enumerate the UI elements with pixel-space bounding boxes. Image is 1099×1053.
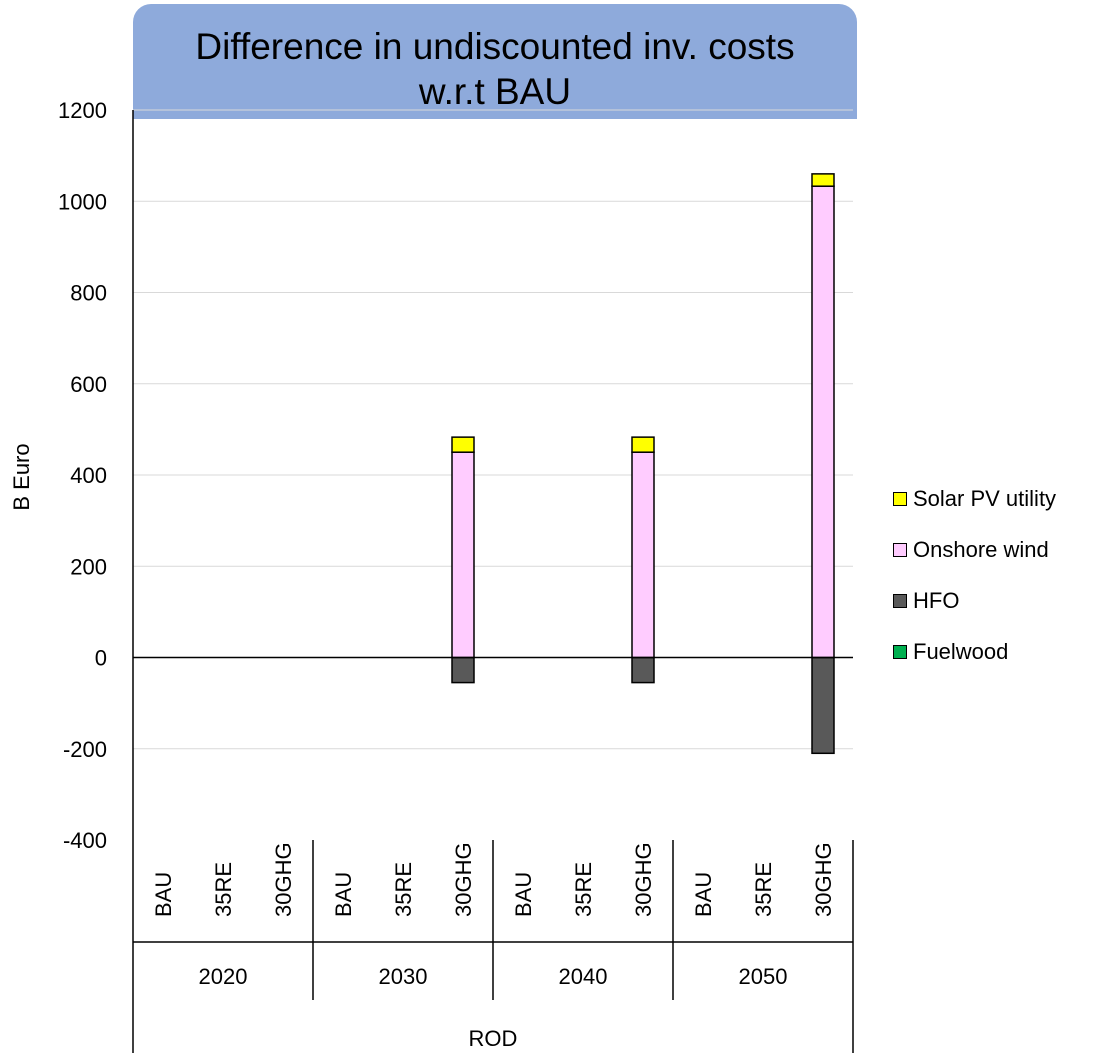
y-tick-label: 600 — [70, 372, 107, 397]
x-group-label: 2030 — [379, 964, 428, 989]
chart-title-line-1: Difference in undiscounted inv. costs — [195, 26, 795, 67]
x-tick-label: 35RE — [211, 862, 236, 917]
x-tick-label: 30GHG — [631, 842, 656, 917]
legend-swatch-hfo — [893, 594, 907, 608]
bar-solar-pv-utility — [451, 436, 475, 453]
x-group-label: 2020 — [199, 964, 248, 989]
chart-title-box — [133, 4, 857, 119]
bar-hfo — [811, 656, 835, 755]
chart-title-line-2: w.r.t BAU — [418, 71, 572, 112]
legend-label-solar-pv-utility: Solar PV utility — [913, 486, 1057, 511]
x-axis-title: ROD — [469, 1026, 518, 1051]
legend-swatch-onshore-wind — [893, 543, 907, 557]
y-tick-label: -400 — [63, 828, 107, 853]
y-tick-label: 0 — [95, 646, 107, 671]
legend-swatch-solar-pv-utility — [893, 492, 907, 506]
x-tick-label: BAU — [691, 872, 716, 917]
bar-solar-pv-utility — [811, 173, 835, 187]
legend-swatch-fuelwood — [893, 645, 907, 659]
legend-item-hfo: HFO — [893, 588, 1056, 614]
x-tick-label: 30GHG — [811, 842, 836, 917]
x-tick-label: 35RE — [391, 862, 416, 917]
bar-hfo — [631, 656, 655, 684]
bar-solar-pv-utility — [631, 436, 655, 453]
legend: Solar PV utility Onshore wind HFO Fuelwo… — [893, 486, 1056, 690]
x-tick-label: 35RE — [571, 862, 596, 917]
x-tick-label: BAU — [331, 872, 356, 917]
x-tick-label: 35RE — [751, 862, 776, 917]
bar-onshore-wind — [811, 185, 835, 659]
y-tick-label: 400 — [70, 463, 107, 488]
bar-onshore-wind — [631, 451, 655, 659]
x-tick-label: BAU — [151, 872, 176, 917]
y-tick-label: 200 — [70, 554, 107, 579]
x-tick-label: BAU — [511, 872, 536, 917]
y-tick-label: -200 — [63, 737, 107, 762]
x-tick-label: 30GHG — [271, 842, 296, 917]
y-tick-label: 1000 — [58, 189, 107, 214]
legend-label-hfo: HFO — [913, 588, 960, 613]
bar-onshore-wind — [451, 451, 475, 659]
bar-hfo — [451, 656, 475, 684]
x-group-label: 2050 — [739, 964, 788, 989]
legend-item-solar-pv-utility: Solar PV utility — [893, 486, 1056, 512]
legend-label-onshore-wind: Onshore wind — [913, 537, 1049, 562]
legend-item-fuelwood: Fuelwood — [893, 639, 1056, 665]
x-group-label: 2040 — [559, 964, 608, 989]
x-tick-label: 30GHG — [451, 842, 476, 917]
legend-item-onshore-wind: Onshore wind — [893, 537, 1056, 563]
y-tick-label: 800 — [70, 281, 107, 306]
legend-label-fuelwood: Fuelwood — [913, 639, 1009, 664]
y-tick-label: 1200 — [58, 98, 107, 123]
